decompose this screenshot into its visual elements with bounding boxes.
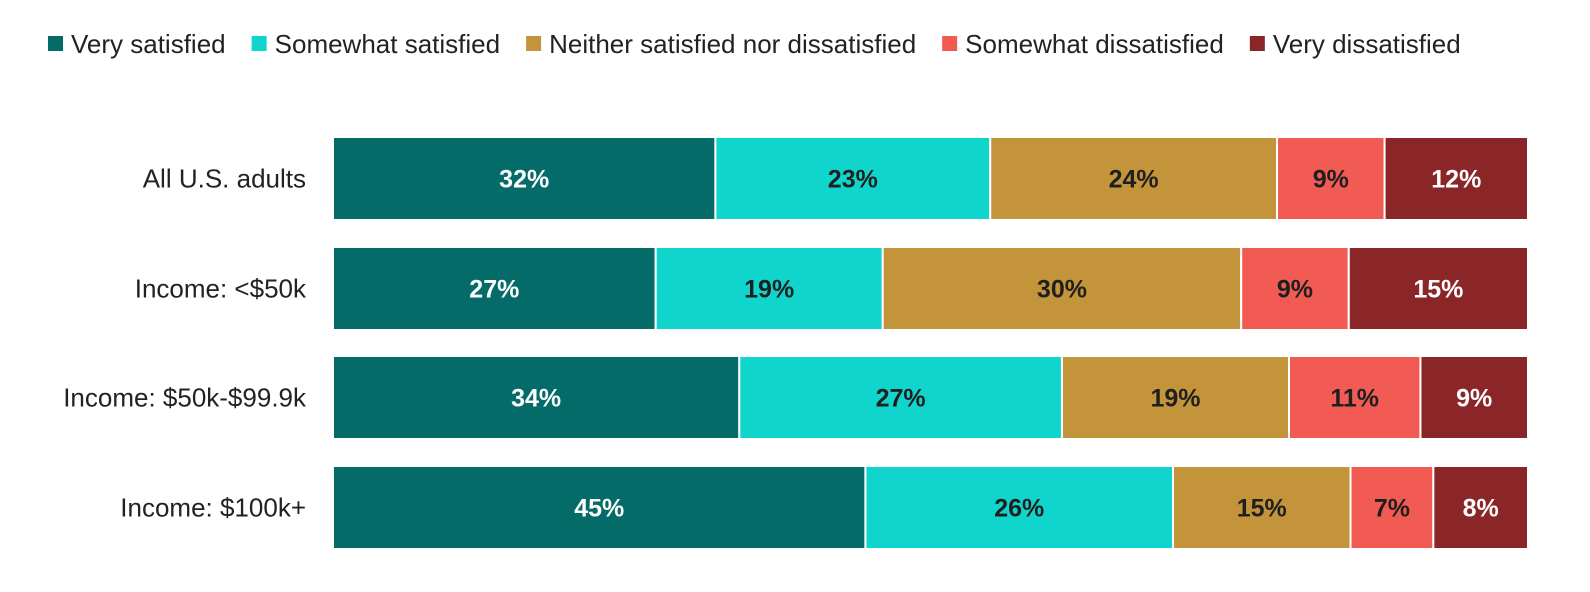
legend-label: Somewhat satisfied (275, 29, 500, 59)
data-label: 9% (1313, 166, 1349, 194)
data-label: 27% (876, 385, 926, 413)
data-label: 9% (1456, 385, 1492, 413)
legend-item-somewhat-dissatisfied: Somewhat dissatisfied (942, 29, 1224, 59)
chart-legend: Very satisfied Somewhat satisfied Neither … (48, 29, 1461, 59)
data-label: 45% (574, 495, 624, 523)
legend-swatch (251, 36, 267, 51)
legend-item-somewhat-satisfied: Somewhat satisfied (251, 29, 500, 59)
bar-segment-neither-satisfied-nor-dissatisfied (1060, 355, 1290, 440)
bar-segment-neither-satisfied-nor-dissatisfied (989, 136, 1279, 221)
bar-segment-very-dissatisfied (1419, 355, 1529, 440)
data-label: 12% (1431, 166, 1481, 194)
legend-swatch (1249, 36, 1265, 51)
bar-segment-somewhat-satisfied (654, 246, 884, 331)
bar-segment-somewhat-dissatisfied (1240, 246, 1350, 331)
bar-segment-somewhat-dissatisfied (1349, 465, 1435, 550)
bar-segment-somewhat-satisfied (714, 136, 992, 221)
legend-item-neither-satisfied-nor-dissatisfied: Neither satisfied nor dissatisfied (526, 29, 916, 59)
category-label: Income: <$50k (135, 274, 307, 304)
bar-area: 32% 23% 24% 9% 12% 27% 19% 30% 9% 15% 34% 27% 19% 11%… (332, 136, 1530, 550)
bar-row-all-u-s-adults: 32% 23% 24% 9% 12% (332, 136, 1529, 221)
data-label: 32% (499, 166, 549, 194)
data-label: 7% (1374, 495, 1410, 523)
category-label: All U.S. adults (143, 164, 306, 194)
bar-row-income-50k: 27% 19% 30% 9% 15% (332, 246, 1529, 331)
bar-segment-very-dissatisfied (1432, 465, 1530, 550)
bar-segment-very-satisfied (332, 246, 657, 331)
data-label: 27% (469, 276, 519, 304)
legend-item-very-dissatisfied: Very dissatisfied (1249, 29, 1461, 59)
legend-label: Very satisfied (71, 29, 226, 59)
bar-segment-somewhat-satisfied (738, 355, 1063, 440)
data-label: 11% (1330, 385, 1379, 413)
bar-segment-neither-satisfied-nor-dissatisfied (881, 246, 1243, 331)
legend-label: Very dissatisfied (1273, 29, 1461, 59)
data-label: 34% (511, 385, 561, 413)
bar-row-income-100k: 45% 26% 15% 7% 8% (332, 465, 1530, 550)
data-label: 30% (1037, 276, 1087, 304)
data-label: 26% (994, 495, 1044, 523)
data-label: 19% (744, 276, 794, 304)
data-label: 15% (1413, 276, 1463, 304)
category-label: Income: $50k-$99.9k (63, 383, 307, 413)
bar-segment-neither-satisfied-nor-dissatisfied (1172, 465, 1352, 550)
bar-row-income-50k-99-9k: 34% 27% 19% 11% 9% (332, 355, 1529, 440)
bar-segment-very-satisfied (332, 136, 717, 221)
bar-segment-somewhat-satisfied (864, 465, 1175, 550)
legend-label: Neither satisfied nor dissatisfied (549, 29, 916, 59)
bar-segment-very-satisfied (332, 465, 867, 550)
data-label: 9% (1277, 276, 1313, 304)
data-label: 8% (1463, 495, 1499, 523)
legend-swatch (942, 36, 958, 51)
bar-segment-somewhat-dissatisfied (1288, 355, 1422, 440)
data-label: 19% (1150, 385, 1200, 413)
data-label: 24% (1109, 166, 1159, 194)
category-axis: All U.S. adults Income: <$50k Income: $50k… (63, 164, 307, 523)
bar-segment-very-dissatisfied (1383, 136, 1529, 221)
legend-swatch (48, 36, 63, 51)
bar-segment-very-dissatisfied (1347, 246, 1529, 331)
legend-item-very-satisfied: Very satisfied (48, 29, 226, 59)
data-label: 15% (1237, 495, 1287, 523)
legend-swatch (526, 36, 542, 51)
category-label: Income: $100k+ (120, 493, 306, 523)
data-label: 23% (828, 166, 878, 194)
legend-label: Somewhat dissatisfied (965, 29, 1224, 59)
